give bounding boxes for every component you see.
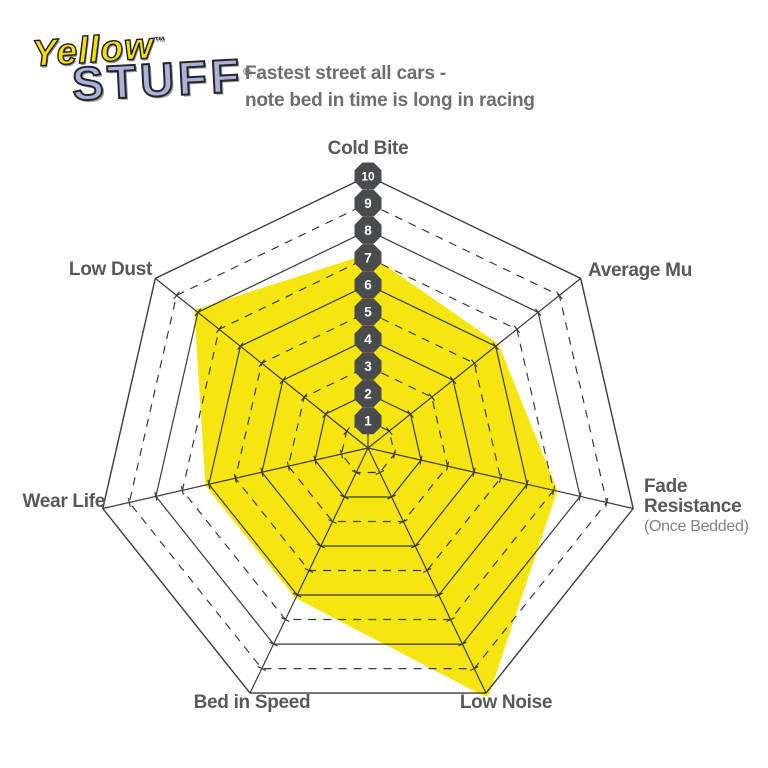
spoke-tick (525, 479, 529, 489)
scale-badge-label-2: 2 (364, 386, 372, 401)
spoke-tick (469, 666, 479, 672)
scale-badge-label-4: 4 (364, 332, 372, 347)
spoke-tick (419, 455, 423, 465)
spoke-tick (534, 308, 542, 317)
scale-badge-label-7: 7 (364, 250, 372, 265)
spoke-tick (513, 325, 521, 334)
scale-badge-2 (354, 380, 382, 408)
spoke-tick (194, 308, 202, 317)
spoke-tick (499, 473, 503, 483)
spoke-tick (339, 449, 344, 459)
spoke-tick (556, 291, 563, 300)
spoke-tick (313, 455, 317, 465)
spoke-tick (279, 376, 287, 385)
spoke-tick (407, 410, 414, 418)
spoke-tick (422, 568, 432, 574)
spoke-tick (446, 461, 450, 471)
spoke-tick (387, 494, 396, 500)
spoke-tick (458, 641, 467, 647)
spoke-tick (375, 470, 385, 476)
grid-ring-solid-4 (261, 338, 475, 547)
axis-label-wear-life: Wear Life (22, 491, 106, 512)
scale-badge-1 (354, 407, 382, 435)
grid-ring-dashed-3 (287, 365, 449, 523)
spoke-tick (471, 359, 478, 368)
spoke-tick (386, 427, 393, 435)
spoke-tick (410, 543, 420, 549)
spoke-tick (300, 393, 308, 401)
grid-ring-solid-2 (314, 392, 422, 498)
grid-ring-solid-8 (155, 229, 581, 645)
spoke-tick (215, 325, 223, 334)
axis-label-bed-in-speed: Bed in Speed (193, 692, 311, 713)
grid-ring-solid-10 (102, 175, 634, 694)
scale-badge-label-1: 1 (364, 414, 372, 429)
scale-badge-3 (354, 352, 382, 380)
axis-label-fade-resistance: Fade Resistance (Once Bedded) (644, 477, 768, 536)
spoke-tick (343, 427, 350, 435)
spoke-tick (304, 568, 314, 574)
scale-badge-9 (354, 189, 382, 217)
spoke-tick (434, 592, 444, 598)
spoke-tick (281, 617, 290, 623)
axis-label-average-mu: Average Mu (588, 260, 692, 281)
scale-badge-label-3: 3 (364, 359, 372, 374)
grid-ring-dashed-5 (234, 311, 502, 572)
spoke-tick (292, 592, 302, 598)
axis-label-cold-bite: Cold Bite (327, 138, 409, 159)
scale-badge-8 (354, 216, 382, 244)
spoke-tick (269, 641, 278, 647)
spoke-tick (258, 359, 265, 368)
spoke-tick (472, 467, 476, 477)
spoke-tick (322, 410, 329, 418)
scale-badge-5 (354, 298, 382, 326)
spoke-tick (399, 519, 408, 525)
scale-badge-label-9: 9 (364, 196, 372, 211)
spoke-tick (286, 461, 290, 471)
spoke-tick (428, 393, 436, 401)
scale-badge-label-5: 5 (364, 305, 372, 320)
scale-badge-label-6: 6 (364, 278, 372, 293)
spoke-tick (127, 497, 131, 508)
spoke-tick (552, 485, 556, 495)
spoke-tick (492, 342, 499, 351)
spoke-tick (392, 449, 397, 459)
grid-ring-dashed-1 (340, 420, 396, 474)
spoke-tick (578, 491, 582, 501)
scale-badge-10 (354, 162, 382, 190)
scale-badge-7 (354, 244, 382, 272)
spoke-tick (237, 342, 244, 351)
grid-ring-dashed-9 (128, 202, 608, 670)
spoke-tick (233, 473, 237, 483)
subtitle-line-2: note bed in time is long in racing (245, 90, 535, 111)
spoke-tick (260, 467, 264, 477)
scale-badge-4 (354, 325, 382, 353)
spoke-tick (173, 291, 180, 300)
spoke-tick (340, 494, 349, 500)
scale-badge-6 (354, 271, 382, 299)
spoke-tick (180, 485, 184, 495)
spoke-tick (316, 543, 326, 549)
spoke-tick (446, 617, 455, 623)
spoke-tick (154, 491, 158, 501)
spoke-tick (207, 479, 211, 489)
spoke-tick (605, 497, 609, 508)
axis-label-low-noise: Low Noise (459, 692, 553, 713)
axis-label-low-dust: Low Dust (68, 259, 152, 280)
spoke-tick (351, 470, 361, 476)
chart-subtitle: Fastest street all cars - note bed in ti… (245, 60, 605, 114)
axis-sublabel-once-bedded: (Once Bedded) (644, 518, 749, 535)
grid-ring-dashed-7 (181, 256, 555, 621)
scale-badge-label-10: 10 (361, 170, 375, 184)
scale-badge-label-8: 8 (364, 223, 372, 238)
subtitle-line-1: Fastest street all cars - (245, 63, 446, 84)
spoke-tick (257, 666, 267, 672)
grid-ring-solid-6 (208, 284, 528, 596)
spoke-tick (328, 519, 337, 525)
spoke-tick (449, 376, 457, 385)
